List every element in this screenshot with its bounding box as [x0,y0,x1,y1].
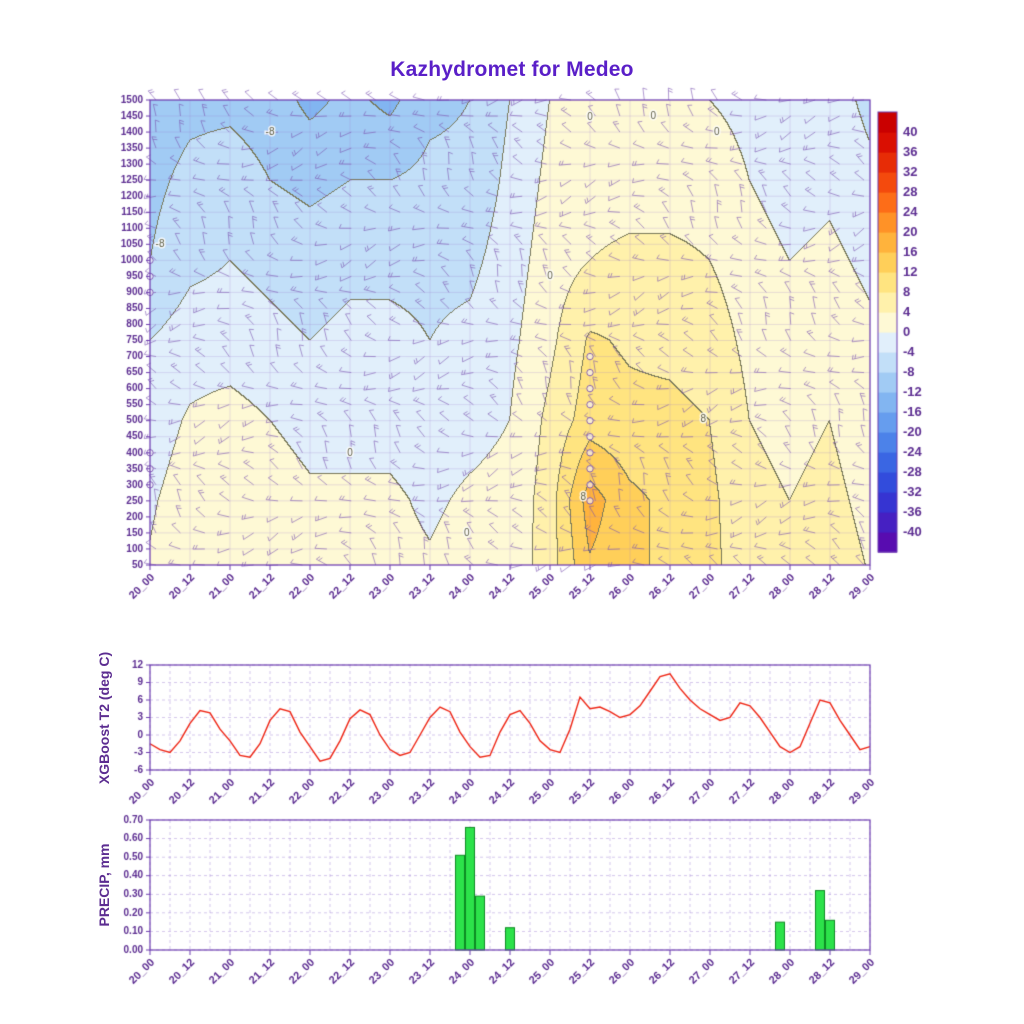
t2-axis-title: XGBoost T2 (deg C) [96,651,112,785]
precip-axis-title: PRECIP, mm [96,843,112,927]
t2-line-panel [0,630,1024,815]
temperature-contour-panel [0,0,1024,630]
precip-bar-panel [0,810,1024,1024]
